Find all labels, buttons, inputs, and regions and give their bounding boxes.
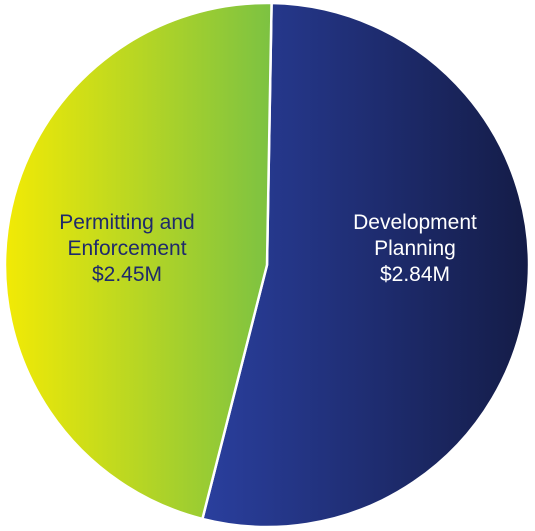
slice-value-label: $2.45M [92, 263, 162, 286]
slice-label-line: Enforcement [67, 237, 186, 260]
slice-value-label: $2.84M [380, 263, 450, 286]
pie-slice-1 [3, 1, 273, 521]
slice-label-line: Development [353, 211, 477, 234]
slice-label-1: Permitting and Enforcement $2.45M [59, 211, 194, 286]
pie-slice-0 [200, 1, 531, 529]
slice-label-line: Permitting and [59, 211, 194, 234]
slice-label-0: Development Planning $2.84M [353, 211, 477, 286]
slice-label-line: Planning [374, 237, 456, 260]
